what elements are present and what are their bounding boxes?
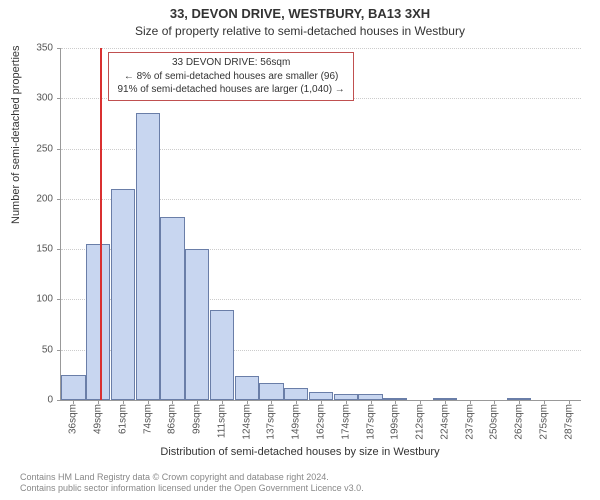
x-tick-label: 275sqm: [538, 404, 549, 440]
x-tick-label: 137sqm: [266, 404, 277, 440]
x-tick-label: 74sqm: [142, 404, 153, 434]
histogram-bar: [86, 244, 110, 400]
y-tick: [57, 149, 61, 150]
footer-line2: Contains public sector information licen…: [20, 483, 364, 494]
annotation-line1: 33 DEVON DRIVE: 56sqm: [117, 56, 344, 70]
chart-title-line1: 33, DEVON DRIVE, WESTBURY, BA13 3XH: [0, 6, 600, 21]
y-tick: [57, 48, 61, 49]
plot-area: 05010015020025030035036sqm49sqm61sqm74sq…: [60, 48, 581, 401]
y-tick: [57, 199, 61, 200]
x-tick-label: 149sqm: [291, 404, 302, 440]
histogram-bar: [185, 249, 209, 400]
histogram-bar: [259, 383, 283, 400]
x-tick-label: 212sqm: [415, 404, 426, 440]
y-tick: [57, 400, 61, 401]
x-tick-label: 237sqm: [464, 404, 475, 440]
gridline: [61, 48, 581, 49]
histogram-bar: [61, 375, 85, 400]
x-tick-label: 124sqm: [241, 404, 252, 440]
histogram-bar: [235, 376, 259, 400]
x-tick-label: 36sqm: [68, 404, 79, 434]
y-tick-label: 50: [13, 344, 53, 355]
x-tick-label: 199sqm: [390, 404, 401, 440]
x-tick-label: 262sqm: [514, 404, 525, 440]
y-tick: [57, 299, 61, 300]
x-tick-label: 162sqm: [316, 404, 327, 440]
x-tick-label: 61sqm: [117, 404, 128, 434]
x-tick-label: 250sqm: [489, 404, 500, 440]
annotation-line2: ← 8% of semi-detached houses are smaller…: [117, 70, 344, 84]
x-tick-label: 49sqm: [93, 404, 104, 434]
y-tick: [57, 249, 61, 250]
x-tick-label: 174sqm: [340, 404, 351, 440]
y-tick: [57, 350, 61, 351]
x-tick-label: 111sqm: [216, 404, 227, 438]
histogram-bar: [111, 189, 135, 400]
y-tick-label: 250: [13, 143, 53, 154]
histogram-bar: [284, 388, 308, 400]
x-tick-label: 187sqm: [365, 404, 376, 440]
histogram-bar: [210, 310, 234, 401]
y-tick-label: 300: [13, 93, 53, 104]
y-tick-label: 100: [13, 294, 53, 305]
histogram-bar: [136, 113, 160, 400]
histogram-bar: [309, 392, 333, 400]
footer-line1: Contains HM Land Registry data © Crown c…: [20, 472, 364, 483]
y-tick-label: 150: [13, 244, 53, 255]
footer-attribution: Contains HM Land Registry data © Crown c…: [20, 472, 364, 495]
y-tick-label: 350: [13, 43, 53, 54]
x-axis-title: Distribution of semi-detached houses by …: [0, 446, 600, 458]
x-tick-label: 287sqm: [563, 404, 574, 440]
annotation-line3: 91% of semi-detached houses are larger (…: [117, 83, 344, 97]
annotation-box: 33 DEVON DRIVE: 56sqm← 8% of semi-detach…: [108, 52, 353, 101]
chart-container: 33, DEVON DRIVE, WESTBURY, BA13 3XH Size…: [0, 0, 600, 500]
chart-title-line2: Size of property relative to semi-detach…: [0, 24, 600, 38]
y-tick-label: 0: [13, 395, 53, 406]
histogram-bar: [160, 217, 184, 400]
y-tick: [57, 98, 61, 99]
y-tick-label: 200: [13, 193, 53, 204]
x-tick-label: 86sqm: [167, 404, 178, 434]
property-marker-line: [100, 48, 102, 400]
x-tick-label: 99sqm: [192, 404, 203, 434]
x-tick-label: 224sqm: [439, 404, 450, 440]
